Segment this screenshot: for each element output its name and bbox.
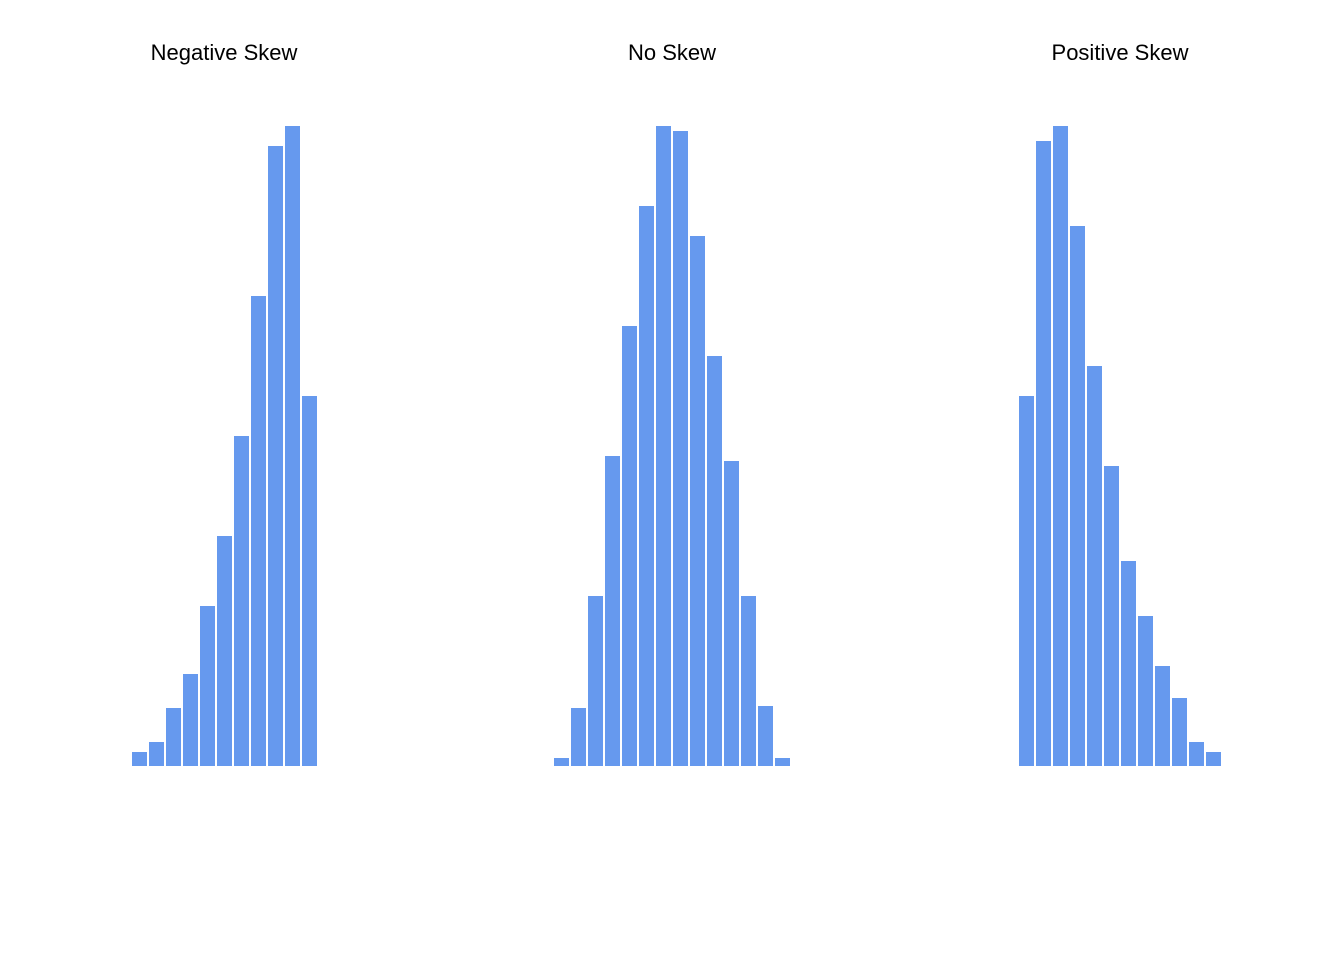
histogram-chart [554, 126, 790, 766]
histogram-bar [673, 131, 688, 766]
histogram-bar [149, 742, 164, 766]
histogram-bar [1189, 742, 1204, 766]
histogram-bar [1087, 366, 1102, 766]
histogram-bar [741, 596, 756, 766]
histogram-bar [758, 706, 773, 766]
histogram-bar [605, 456, 620, 766]
chart-canvas: Negative Skew No Skew Positive Skew [0, 0, 1344, 960]
histogram-bar [1206, 752, 1221, 766]
histogram-bar [285, 126, 300, 766]
histogram-bar [775, 758, 790, 766]
histogram-bar [217, 536, 232, 766]
histogram-bar [268, 146, 283, 766]
panel-negative-skew: Negative Skew [0, 40, 448, 766]
histogram-bar [588, 596, 603, 766]
panel-no-skew: No Skew [448, 40, 896, 766]
histogram-bar [302, 396, 317, 766]
histogram-bar [1138, 616, 1153, 766]
histogram-bar [1019, 396, 1034, 766]
histogram-bar [554, 758, 569, 766]
histogram-chart [1019, 126, 1221, 766]
histogram-bar [1155, 666, 1170, 766]
histogram-bar [639, 206, 654, 766]
histogram-bar [724, 461, 739, 766]
histogram-bar [183, 674, 198, 766]
histogram-bar [1053, 126, 1068, 766]
histogram-bar [200, 606, 215, 766]
panel-positive-skew: Positive Skew [896, 40, 1344, 766]
histogram-bar [622, 326, 637, 766]
panel-title: Positive Skew [1052, 40, 1189, 66]
histogram-bar [707, 356, 722, 766]
histogram-bar [166, 708, 181, 766]
histogram-bar [1070, 226, 1085, 766]
panel-title: No Skew [628, 40, 716, 66]
histogram-bar [1036, 141, 1051, 766]
panel-title: Negative Skew [151, 40, 298, 66]
histogram-bar [1172, 698, 1187, 766]
histogram-bar [1104, 466, 1119, 766]
histogram-bar [132, 752, 147, 766]
histogram-bar [1121, 561, 1136, 766]
histogram-bar [234, 436, 249, 766]
histogram-chart [132, 126, 317, 766]
histogram-bar [656, 126, 671, 766]
histogram-bar [571, 708, 586, 766]
histogram-bar [251, 296, 266, 766]
histogram-bar [690, 236, 705, 766]
